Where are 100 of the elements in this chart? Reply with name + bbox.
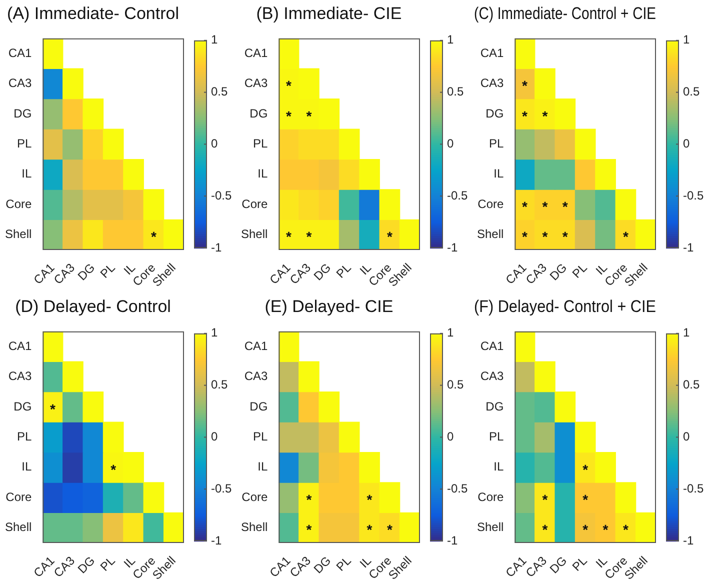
y-tick-label: Core [478, 196, 504, 211]
chart-title: (A) Immediate- Control [7, 4, 179, 23]
color-bar-label: -1 [447, 533, 458, 548]
y-tick-label: Core [6, 490, 32, 504]
y-tick-label: CA3 [480, 369, 504, 384]
data-label: * [542, 228, 548, 245]
y-tick-label: DG [250, 399, 268, 414]
data-label: * [386, 522, 393, 538]
x-tick-label: DG [74, 260, 98, 284]
x-tick-label: PL [570, 260, 590, 281]
y-tick-label: DG [250, 106, 268, 120]
y-tick-label: CA1 [8, 46, 32, 60]
data-label: * [522, 78, 528, 94]
color-bar-label: -0.5 [447, 188, 468, 202]
y-tick-label: PL [488, 429, 504, 444]
color-bar-label: 0 [211, 136, 218, 150]
x-tick-label: PL [98, 260, 118, 281]
y-tick-label: CA1 [8, 338, 32, 353]
data-label: * [306, 108, 312, 124]
chart-title: (C) Immediate- Control + CIE [474, 4, 656, 24]
x-tick-label: DG [74, 554, 98, 576]
y-tick-label: PL [16, 136, 32, 150]
chart-title: (B) Immediate- CIE [256, 4, 402, 23]
data-label: * [622, 522, 629, 538]
data-label: * [366, 491, 373, 508]
color-bar-label: -1 [683, 240, 694, 254]
data-label: * [306, 491, 312, 508]
color-bar-label: 1 [447, 32, 454, 47]
y-tick-label: CA3 [8, 369, 32, 384]
data-label: * [602, 522, 609, 538]
data-label: * [386, 228, 393, 245]
data-label: * [562, 228, 568, 245]
data-label: * [50, 400, 56, 417]
y-tick-label: Shell [240, 227, 268, 242]
x-tick-label: DG [546, 554, 570, 576]
y-tick-label: PL [488, 136, 504, 150]
color-bar-label: 0.5 [211, 84, 228, 99]
color-bar-label: -0.5 [211, 481, 232, 496]
data-label: * [110, 461, 117, 478]
y-tick-label: Core [242, 490, 268, 504]
y-tick-label: Core [6, 196, 32, 211]
color-bar-label: 0.5 [447, 84, 464, 99]
color-bar-label: 0.5 [211, 378, 228, 392]
chart-title: (F) Delayed- Control + CIE [474, 297, 656, 316]
y-tick-label: Core [242, 196, 268, 211]
y-tick-label: CA3 [244, 76, 268, 90]
color-bar-label: 1 [447, 326, 454, 340]
y-tick-label: Shell [476, 520, 504, 534]
color-bar-label: -0.5 [211, 188, 232, 202]
color-bar-label: 0.5 [447, 378, 464, 392]
data-label: * [150, 228, 157, 245]
data-label: * [522, 228, 528, 245]
y-tick-label: CA3 [244, 369, 268, 384]
y-tick-label: Shell [476, 227, 504, 242]
color-bar-label: 0 [683, 429, 690, 444]
data-label: * [542, 198, 548, 214]
y-tick-label: DG [14, 399, 32, 414]
color-bar-label: 0 [683, 136, 690, 150]
x-tick-label: PL [98, 553, 118, 574]
color-bar-label: 0.5 [683, 378, 700, 392]
y-tick-label: IL [22, 460, 32, 474]
y-tick-label: Shell [240, 520, 268, 534]
data-label: * [622, 228, 629, 245]
data-label: * [582, 491, 589, 508]
color-bar-label: -1 [683, 533, 694, 548]
y-tick-label: IL [494, 460, 504, 474]
color-bar-label: -0.5 [447, 481, 468, 496]
color-bar-label: 1 [683, 32, 690, 47]
y-tick-label: IL [258, 460, 268, 474]
color-bar-label: 1 [683, 326, 690, 340]
y-tick-label: CA1 [480, 338, 504, 353]
data-label: * [542, 491, 548, 508]
data-label: * [306, 522, 312, 538]
color-bar-label: 0 [211, 429, 218, 444]
data-label: * [286, 228, 292, 245]
x-tick-label: DG [546, 260, 570, 284]
color-bar-label: 0 [447, 429, 454, 444]
data-label: * [286, 78, 292, 94]
x-tick-label: PL [334, 260, 354, 281]
color-bar-label: -1 [211, 533, 222, 548]
chart-title: (D) Delayed- Control [15, 296, 171, 316]
data-label: * [562, 198, 568, 214]
chart-title: (E) Delayed- CIE [264, 296, 394, 316]
color-bar-label: -1 [447, 240, 458, 254]
y-tick-label: PL [252, 136, 268, 150]
y-tick-label: IL [494, 166, 504, 181]
color-bar-label: 0.5 [683, 84, 700, 99]
x-tick-label: PL [334, 553, 354, 574]
data-label: * [542, 108, 548, 124]
y-tick-label: IL [258, 166, 268, 181]
color-bar-label: -0.5 [683, 188, 704, 202]
y-tick-label: DG [486, 399, 504, 414]
data-label: * [522, 108, 528, 124]
y-tick-label: Shell [4, 227, 32, 242]
data-label: * [522, 198, 528, 214]
y-tick-label: CA1 [244, 46, 268, 60]
y-tick-label: DG [14, 106, 32, 120]
color-bar-label: 1 [211, 326, 218, 340]
y-tick-label: Shell [4, 520, 32, 534]
y-tick-label: CA1 [244, 338, 268, 353]
